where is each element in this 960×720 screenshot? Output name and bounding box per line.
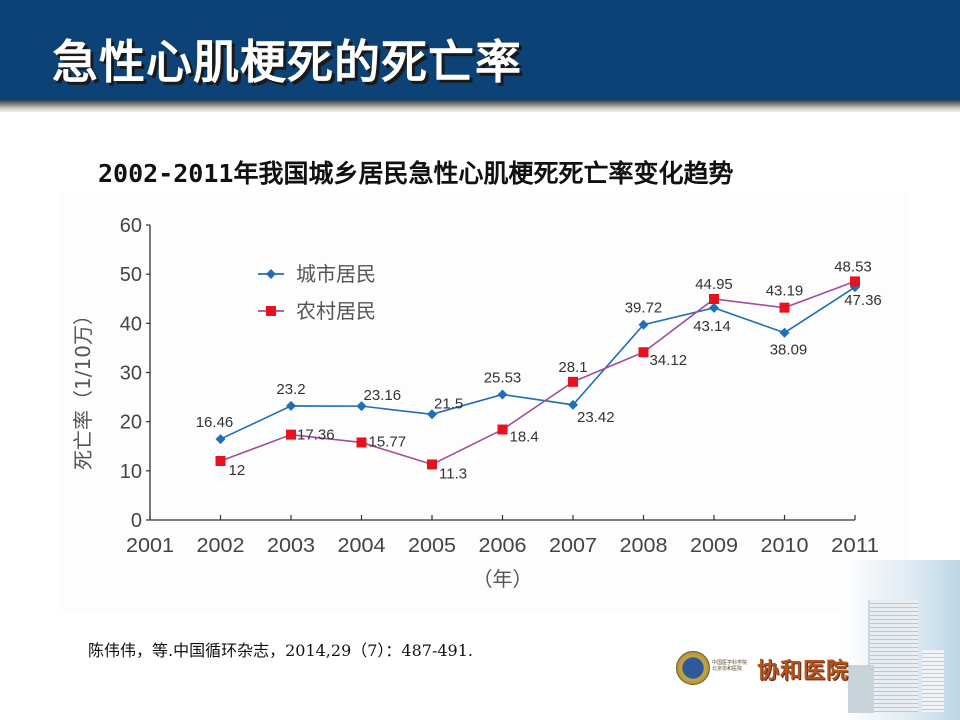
x-tick-label: 2011 [831,535,879,557]
data-label: 25.53 [484,369,522,386]
data-label: 17.36 [297,427,335,444]
data-point-rural [497,424,508,435]
x-tick-label: 2009 [690,535,738,557]
data-label: 47.36 [844,292,882,309]
x-tick-label: 2007 [549,535,597,557]
data-label: 23.16 [364,387,402,404]
data-label: 18.4 [510,429,539,446]
x-tick-label: 2006 [479,535,527,557]
data-point-urban [427,409,437,420]
x-tick-label: 2002 [197,535,245,557]
data-point-urban [638,319,649,330]
logo-subtext: 中国医学科学院 北京协和医院 [712,660,748,672]
x-tick-label: 2005 [408,535,456,557]
data-label: 11.3 [439,465,467,482]
y-tick-label: 50 [120,264,142,286]
data-point-urban [709,302,719,313]
y-axis-label: 死亡率（1/10万） [71,305,95,470]
data-label: 23.2 [276,381,305,398]
data-label: 34.12 [650,352,688,369]
data-label: 38.09 [770,342,808,359]
data-point-urban [356,401,367,412]
data-point-urban [497,389,508,400]
axes: 0 10 20 30 40 50 60 2001 2002 2003 2004 2005 2006 200… [120,215,879,557]
y-tick-label: 20 [120,412,142,434]
chart-title: 2002-2011年我国城乡居民急性心肌梗死死亡率变化趋势 [98,159,734,188]
building-tower [868,600,918,712]
data-label: 21.5 [434,395,463,412]
legend-marker-square-icon [266,306,276,316]
x-tick-label: 2008 [620,535,668,557]
data-point-rural [356,437,367,448]
data-point-rural [215,456,226,466]
data-point-urban [779,327,790,338]
data-point-rural [286,429,296,440]
data-point-urban [568,399,578,410]
data-point-rural [709,293,719,304]
data-label: 12 [229,462,246,479]
data-point-rural [427,459,437,470]
x-tick-label: 2001 [126,535,174,557]
legend-label: 农村居民 [296,299,376,323]
series-group [215,276,860,470]
y-tick-label: 30 [120,363,142,385]
data-label: 23.42 [577,409,615,426]
data-label: 16.46 [196,414,234,431]
building-side-tower [922,650,944,712]
data-label: 39.72 [625,300,663,317]
page-title: 急性心肌梗死的死亡率 [52,35,522,89]
y-tick-label: 40 [120,313,142,335]
data-label: 43.14 [693,318,731,335]
line-chart: 0 10 20 30 40 50 60 2001 2002 2003 2004 2005 2006 200… [71,215,882,591]
x-tick-label: 2010 [761,535,809,557]
data-point-urban [215,434,226,445]
y-tick-label: 0 [131,510,142,532]
data-label: 48.53 [834,258,872,275]
data-point-rural [568,376,578,387]
x-axis-label: （年） [473,567,533,591]
data-label: 28.1 [558,359,587,376]
data-label: 15.77 [369,433,407,450]
hospital-logo-text: 协和医院 [757,658,850,684]
data-label: 44.95 [695,276,733,293]
y-tick-label: 10 [120,461,142,483]
hospital-seal-icon [676,651,710,685]
title-bar-shadow [0,100,960,112]
legend-marker-diamond-icon [266,269,276,279]
legend-label: 城市居民 [296,262,376,286]
series-line-urban [220,286,856,440]
data-labels: 16.46 23.2 23.16 21.5 25.53 23.42 39.72 43.14 38… [196,258,882,482]
citation: 陈伟伟，等.中国循环杂志，2014,29（7）：487-491. [88,641,474,660]
data-label: 43.19 [766,283,804,300]
series-line-rural [220,280,856,466]
title-bar: 急性心肌梗死的死亡率 [0,0,960,102]
chart-panel: 0 10 20 30 40 50 60 2001 2002 2003 2004 2005 2006 200… [60,192,910,612]
y-tick-label: 60 [120,215,142,237]
data-point-rural [850,276,860,287]
data-point-urban [286,400,296,411]
x-tick-label: 2004 [338,535,386,557]
data-point-rural [779,302,790,313]
data-point-rural [638,347,649,358]
building-low-block [848,665,874,713]
x-tick-label: 2003 [267,535,315,557]
